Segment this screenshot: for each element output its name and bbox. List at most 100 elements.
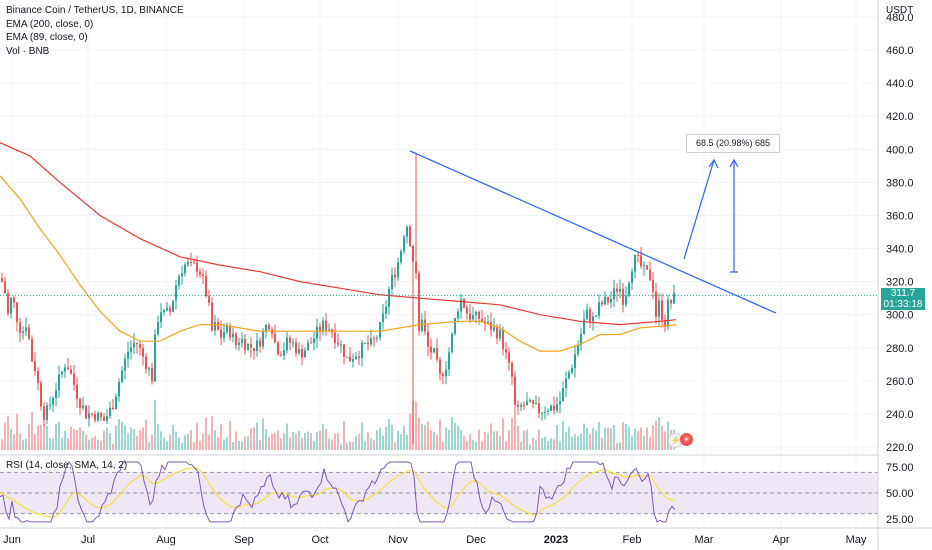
candle-body bbox=[574, 354, 576, 368]
volume-bar bbox=[451, 417, 453, 450]
candle-body bbox=[580, 334, 582, 346]
time-axis[interactable]: Jun Jul Aug Sep Oct Nov Dec 2023 Feb Mar Apr May bbox=[3, 534, 867, 546]
volume-bar bbox=[505, 441, 507, 450]
volume-bar bbox=[424, 425, 426, 450]
candle-body bbox=[40, 382, 42, 407]
volume-bar bbox=[493, 431, 495, 450]
symbol-title[interactable]: Binance Coin / TetherUS, 1D, BINANCE bbox=[6, 5, 184, 16]
volume-bar bbox=[145, 419, 147, 450]
ema200-legend[interactable]: EMA (200, close, 0) bbox=[6, 18, 94, 30]
candle-body bbox=[280, 354, 282, 356]
volume-bar bbox=[4, 422, 6, 450]
volume-bar bbox=[613, 424, 615, 450]
candle-body bbox=[415, 261, 417, 273]
volume-bar bbox=[40, 424, 42, 450]
volume-bar bbox=[160, 431, 162, 450]
candle-body bbox=[661, 300, 663, 321]
candle-body bbox=[160, 312, 162, 323]
volume-bar bbox=[349, 441, 351, 450]
candle-body bbox=[142, 347, 144, 357]
candle-body bbox=[673, 292, 675, 304]
volume-bar bbox=[169, 434, 171, 450]
volume-bar bbox=[334, 433, 336, 450]
candle-body bbox=[31, 338, 33, 362]
candle-body bbox=[433, 348, 435, 353]
rsi-legend[interactable]: RSI (14, close, SMA, 14, 2) bbox=[6, 460, 128, 471]
candle-body bbox=[550, 405, 552, 411]
volume-bar bbox=[46, 425, 48, 450]
volume-bar bbox=[544, 436, 546, 450]
candle-body bbox=[670, 299, 672, 304]
candle-body bbox=[616, 288, 618, 292]
projection-arrow-head bbox=[708, 158, 719, 169]
event-us-flag-icon[interactable]: ☀ bbox=[680, 433, 693, 446]
volume-bar bbox=[196, 423, 198, 450]
volume-bar bbox=[1, 439, 3, 450]
volume-bar bbox=[16, 413, 18, 450]
candle-body bbox=[511, 362, 513, 377]
volume-bar bbox=[283, 433, 285, 450]
candle-body bbox=[28, 327, 30, 339]
volume-bar bbox=[253, 427, 255, 450]
volume-bar bbox=[76, 429, 78, 450]
measure-arrow-head bbox=[729, 158, 739, 168]
volume-bar bbox=[205, 417, 207, 450]
volume-bar bbox=[289, 437, 291, 450]
candle-body bbox=[316, 326, 318, 339]
volume-bar bbox=[52, 438, 54, 450]
volume-bar bbox=[184, 434, 186, 450]
ema200-line bbox=[0, 142, 677, 326]
trend-drawings[interactable] bbox=[0, 150, 878, 314]
candle-body bbox=[667, 299, 669, 327]
volume-bar bbox=[139, 430, 141, 450]
candle-body bbox=[361, 342, 363, 358]
volume-bar bbox=[502, 418, 504, 450]
volume-bar bbox=[340, 444, 342, 450]
rsi-line bbox=[0, 461, 676, 523]
candle-body bbox=[193, 262, 195, 264]
volume-bar bbox=[343, 421, 345, 450]
volume-bar bbox=[106, 427, 108, 450]
candle-body bbox=[55, 390, 57, 399]
ema89-legend[interactable]: EMA (89, close, 0) bbox=[6, 32, 88, 43]
candlestick-series bbox=[1, 152, 675, 444]
price-tick-label: 360.0 bbox=[886, 210, 914, 222]
candle-body bbox=[454, 317, 456, 334]
candle-body bbox=[244, 338, 246, 350]
volume-bar bbox=[28, 423, 30, 450]
volume-bar bbox=[580, 433, 582, 450]
projection-label[interactable]: 68.5 (20.98%) 685 bbox=[686, 134, 780, 153]
candle-body bbox=[631, 271, 633, 284]
candle-body bbox=[169, 307, 171, 312]
candle-body bbox=[493, 327, 495, 331]
candle-body bbox=[478, 311, 480, 320]
candle-body bbox=[19, 322, 21, 333]
rsi-tick-label: 50.00 bbox=[886, 488, 914, 500]
candle-body bbox=[568, 372, 570, 379]
volume-bar bbox=[163, 437, 165, 450]
time-tick-label: Dec bbox=[466, 534, 486, 546]
volume-bar bbox=[22, 440, 24, 450]
candle-body bbox=[523, 405, 525, 407]
volume-legend[interactable]: Vol · BNB bbox=[6, 45, 50, 57]
volume-bar bbox=[202, 433, 204, 450]
bar-countdown: 01:33:18 bbox=[883, 299, 923, 310]
currency-label[interactable]: USDT bbox=[886, 5, 914, 16]
candle-body bbox=[226, 326, 228, 332]
candle-body bbox=[538, 403, 540, 413]
volume-bar bbox=[559, 441, 561, 450]
candle-body bbox=[439, 359, 441, 374]
volume-bar bbox=[19, 433, 21, 450]
candle-body bbox=[508, 352, 510, 363]
candle-body bbox=[136, 343, 138, 345]
volume-bar bbox=[316, 432, 318, 450]
volume-bar bbox=[637, 431, 639, 450]
candle-body bbox=[289, 337, 291, 343]
volume-bar bbox=[565, 432, 567, 450]
volume-bar bbox=[238, 440, 240, 450]
volume-bar bbox=[484, 431, 486, 450]
volume-bar bbox=[652, 424, 654, 450]
volume-bar bbox=[379, 427, 381, 450]
